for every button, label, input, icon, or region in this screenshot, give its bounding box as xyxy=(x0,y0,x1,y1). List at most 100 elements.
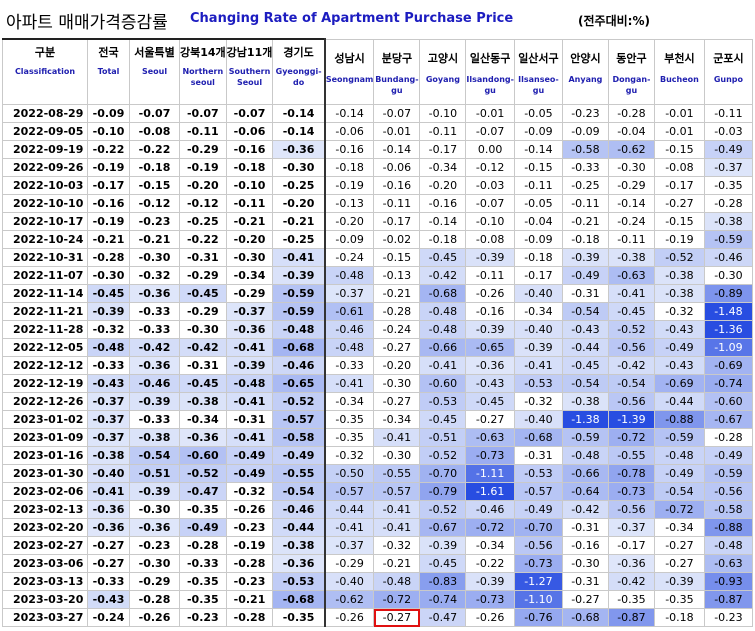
value-cell: -0.04 xyxy=(607,122,655,141)
value-cell: -0.29 xyxy=(129,572,180,591)
column-header-korean: 일산동구 xyxy=(469,51,511,65)
value-cell: -0.20 xyxy=(272,194,326,213)
value-cell: -0.19 xyxy=(653,230,705,249)
column-header: 분당구 Bundang-gu xyxy=(373,38,421,105)
value-cell: -0.30 xyxy=(225,248,274,267)
column-header: 고양시 Goyang xyxy=(419,38,467,105)
value-cell: -0.33 xyxy=(324,356,375,375)
value-cell: -0.35 xyxy=(179,572,227,591)
value-cell: -0.27 xyxy=(87,536,130,555)
value-cell: -1.10 xyxy=(513,590,563,609)
date-cell: 2022-10-03 xyxy=(2,176,88,195)
column-header-korean: 부천시 xyxy=(664,51,695,65)
column-header: 구분 Classification xyxy=(2,38,88,105)
value-cell: -0.08 xyxy=(129,122,180,141)
value-cell: -0.38 xyxy=(179,392,227,411)
value-cell: -0.16 xyxy=(87,194,130,213)
column-header-english: Southern Seoul xyxy=(228,67,271,87)
value-cell: -0.16 xyxy=(324,140,375,159)
value-cell: -0.43 xyxy=(561,320,609,339)
value-cell: -0.58 xyxy=(272,428,326,447)
value-cell: -0.18 xyxy=(653,608,705,627)
value-cell: -0.18 xyxy=(513,248,563,267)
value-cell: -0.43 xyxy=(653,320,705,339)
value-cell: -0.39 xyxy=(129,392,180,411)
column-header-english: Northern seoul xyxy=(182,67,224,87)
table-row: 2023-01-02 -0.37 -0.33 -0.34 -0.31 -0.57 -0.35… xyxy=(2,410,753,429)
value-cell: -0.19 xyxy=(179,158,227,177)
value-cell: -0.72 xyxy=(653,500,705,519)
table-row: 2023-03-13 -0.33 -0.29 -0.35 -0.23 -0.53 -0.40… xyxy=(2,572,753,591)
value-cell: -0.11 xyxy=(607,230,655,249)
value-cell: -0.48 xyxy=(373,572,421,591)
value-cell: -0.17 xyxy=(419,140,467,159)
value-cell: -0.21 xyxy=(373,284,421,303)
value-cell: -0.52 xyxy=(653,248,705,267)
value-cell: -0.53 xyxy=(419,392,467,411)
column-header-korean: 강북14개 xyxy=(180,46,226,59)
value-cell: -0.53 xyxy=(513,464,563,483)
table-row: 2022-10-24 -0.21 -0.21 -0.22 -0.20 -0.25 -0.09… xyxy=(2,230,753,249)
table-row: 2023-01-30 -0.40 -0.51 -0.52 -0.49 -0.55 -0.50… xyxy=(2,464,753,483)
price-change-table: 구분 Classification 전국 Total 서울특별 Seoul 강북14개 Nor… xyxy=(2,38,753,627)
value-cell: -0.56 xyxy=(513,536,563,555)
value-cell: -0.33 xyxy=(179,554,227,573)
value-cell: -0.36 xyxy=(465,356,515,375)
value-cell: -0.48 xyxy=(561,446,609,465)
value-cell: -0.22 xyxy=(179,230,227,249)
column-header-english: Seongnam xyxy=(325,74,374,84)
value-cell: -0.10 xyxy=(419,104,467,123)
value-cell: -0.23 xyxy=(225,572,274,591)
value-cell: -0.26 xyxy=(225,500,274,519)
value-cell: -0.48 xyxy=(87,338,130,357)
value-cell: -0.35 xyxy=(179,500,227,519)
value-cell: -0.20 xyxy=(419,176,467,195)
value-cell: -0.43 xyxy=(653,356,705,375)
value-cell: -0.46 xyxy=(272,356,326,375)
value-cell: -0.34 xyxy=(653,518,705,537)
date-cell: 2023-02-06 xyxy=(2,482,88,501)
value-cell: -0.01 xyxy=(653,122,705,141)
value-cell: -0.30 xyxy=(179,320,227,339)
date-cell: 2022-08-29 xyxy=(2,104,88,123)
value-cell: -0.33 xyxy=(129,410,180,429)
value-cell: -0.15 xyxy=(373,248,421,267)
date-cell: 2022-10-31 xyxy=(2,248,88,267)
value-cell: -0.18 xyxy=(561,230,609,249)
value-cell: -0.45 xyxy=(179,284,227,303)
value-cell: -0.45 xyxy=(419,248,467,267)
column-header: 전국 Total xyxy=(87,38,130,105)
value-cell: -0.21 xyxy=(373,554,421,573)
value-cell: -1.38 xyxy=(561,410,609,429)
table-row: 2023-03-27 -0.24 -0.26 -0.23 -0.28 -0.35 -0.26… xyxy=(2,608,753,627)
value-cell: -0.37 xyxy=(225,302,274,321)
value-cell: -0.17 xyxy=(513,266,563,285)
value-cell: -0.18 xyxy=(225,158,274,177)
value-cell: -0.73 xyxy=(465,590,515,609)
value-cell: -0.39 xyxy=(272,266,326,285)
date-cell: 2022-12-05 xyxy=(2,338,88,357)
value-cell: -0.39 xyxy=(513,338,563,357)
value-cell: -0.10 xyxy=(87,122,130,141)
value-cell: -0.38 xyxy=(87,446,130,465)
value-cell: -0.20 xyxy=(324,212,375,231)
value-cell: -0.14 xyxy=(373,140,421,159)
table-row: 2022-12-19 -0.43 -0.46 -0.45 -0.48 -0.65 -0.41… xyxy=(2,374,753,393)
column-header-korean: 일산서구 xyxy=(518,51,559,65)
value-cell: -0.45 xyxy=(607,302,655,321)
value-cell: -0.36 xyxy=(607,554,655,573)
value-cell: -0.27 xyxy=(561,590,609,609)
value-cell: -0.32 xyxy=(373,536,421,555)
value-cell: -0.38 xyxy=(653,266,705,285)
value-cell: -0.32 xyxy=(324,446,375,465)
value-cell: -0.36 xyxy=(225,320,274,339)
value-cell: -0.21 xyxy=(225,212,274,231)
value-cell: -0.24 xyxy=(607,212,655,231)
value-cell: -0.44 xyxy=(324,500,375,519)
value-cell: -0.44 xyxy=(653,392,705,411)
value-cell: -1.11 xyxy=(465,464,515,483)
value-cell: -0.40 xyxy=(513,284,563,303)
column-header-english: Goyang xyxy=(425,74,460,84)
value-cell: -0.32 xyxy=(653,302,705,321)
value-cell: -0.34 xyxy=(419,158,467,177)
